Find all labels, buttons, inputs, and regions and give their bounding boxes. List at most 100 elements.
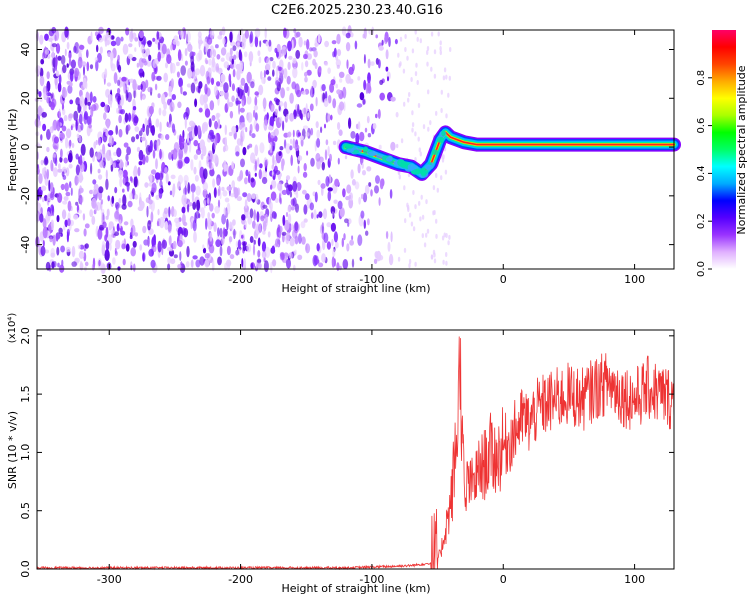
noise-speck: [239, 170, 244, 180]
noise-speck: [78, 113, 83, 125]
snr-x-ticks: -300 -200 -100 0 100: [97, 330, 645, 586]
noise-speck: [105, 215, 109, 220]
noise-speck: [236, 69, 241, 81]
noise-speck: [341, 26, 347, 36]
noise-speck: [98, 259, 101, 267]
noise-speck: [187, 43, 193, 53]
noise-speck: [68, 52, 72, 59]
noise-speck: [412, 190, 415, 195]
noise-speck: [313, 50, 318, 58]
noise-speck: [290, 223, 294, 231]
noise-speck: [91, 263, 95, 271]
noise-speck: [255, 39, 258, 46]
noise-speck: [379, 178, 384, 190]
noise-speck: [161, 93, 166, 105]
noise-speck: [219, 227, 223, 238]
noise-speck: [225, 210, 229, 218]
noise-speck: [53, 167, 58, 178]
noise-speck: [286, 231, 291, 241]
noise-speck: [149, 139, 153, 151]
noise-speck: [314, 62, 318, 70]
noise-speck: [367, 84, 372, 94]
noise-speck: [246, 145, 250, 150]
noise-speck: [187, 126, 193, 132]
noise-speck: [120, 109, 125, 115]
noise-speck: [315, 152, 321, 162]
noise-speck: [179, 251, 182, 262]
noise-speck: [92, 179, 97, 185]
noise-speck: [84, 97, 88, 106]
noise-speck: [50, 219, 55, 231]
noise-speck: [215, 63, 220, 73]
noise-speck: [241, 214, 246, 221]
noise-speck: [40, 134, 43, 141]
noise-speck: [63, 225, 66, 231]
noise-speck: [228, 73, 232, 83]
noise-speck: [163, 72, 168, 83]
noise-speck: [339, 208, 345, 218]
noise-speck: [193, 231, 197, 243]
noise-speck: [105, 169, 108, 180]
noise-speck: [301, 236, 306, 245]
noise-speck: [132, 240, 137, 248]
noise-speck: [390, 141, 396, 151]
noise-speck: [307, 112, 310, 119]
snr-x-label: Height of straight line (km): [281, 582, 430, 595]
noise-speck: [331, 238, 334, 247]
noise-speck: [236, 42, 241, 49]
noise-speck: [54, 157, 58, 167]
noise-speck: [102, 143, 106, 156]
noise-speck: [202, 244, 205, 249]
noise-speck: [176, 71, 180, 78]
noise-speck: [442, 75, 446, 81]
noise-speck: [42, 197, 45, 203]
noise-speck: [254, 91, 259, 96]
noise-speck: [50, 182, 54, 194]
noise-speck: [394, 38, 398, 45]
noise-speck: [329, 153, 332, 162]
noise-speck: [205, 59, 209, 65]
noise-speck: [345, 196, 350, 201]
noise-speck: [246, 95, 252, 105]
noise-speck: [240, 51, 243, 64]
noise-speck: [267, 231, 271, 238]
noise-speck: [172, 148, 178, 160]
noise-speck: [330, 206, 336, 215]
noise-speck: [67, 218, 71, 227]
noise-speck: [81, 61, 87, 67]
noise-speck: [303, 218, 308, 223]
noise-speck: [426, 61, 429, 67]
noise-speck: [360, 210, 365, 219]
noise-speck: [342, 188, 346, 198]
noise-speck: [77, 209, 83, 214]
noise-speck: [132, 79, 137, 91]
noise-speck: [397, 256, 401, 262]
noise-speck: [39, 67, 44, 78]
noise-speck: [163, 101, 168, 110]
noise-speck: [313, 209, 317, 220]
noise-speck: [194, 174, 199, 182]
noise-speck: [283, 68, 288, 79]
noise-speck: [327, 190, 332, 202]
noise-speck: [362, 170, 366, 176]
noise-speck: [256, 211, 260, 223]
noise-speck: [38, 91, 42, 98]
noise-speck: [121, 203, 127, 210]
noise-speck: [414, 29, 417, 35]
noise-speck: [279, 116, 283, 124]
noise-speck: [170, 174, 176, 180]
noise-speck: [61, 209, 67, 220]
noise-speck: [53, 261, 57, 268]
noise-speck: [206, 197, 210, 205]
noise-speck: [126, 182, 130, 192]
noise-speck: [208, 159, 212, 169]
noise-speck: [414, 71, 418, 77]
noise-speck: [419, 216, 422, 222]
noise-speck: [211, 259, 215, 272]
noise-speck: [408, 92, 411, 97]
noise-speck: [103, 112, 107, 120]
noise-speck: [250, 81, 255, 89]
noise-speck: [190, 259, 194, 268]
noise-speck: [100, 208, 105, 216]
